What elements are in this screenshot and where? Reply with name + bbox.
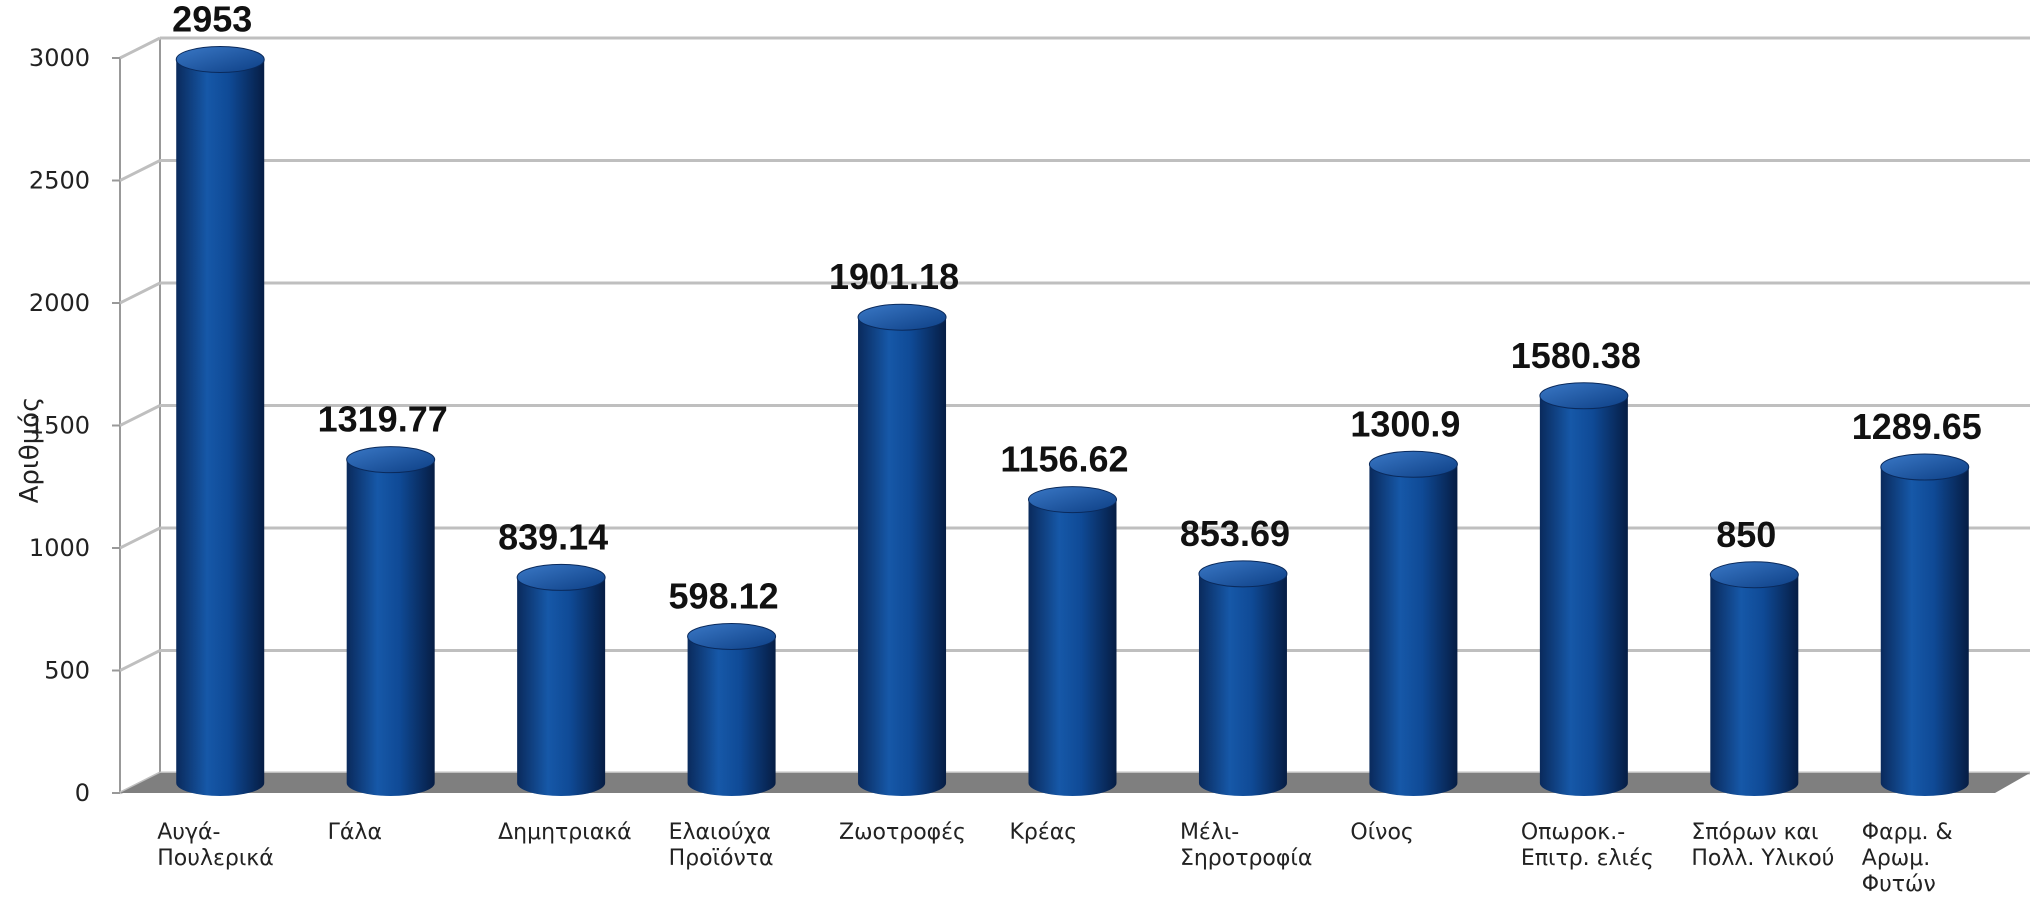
gridline-side [119, 159, 161, 182]
x-tick-label-line: Φαρμ. & [1862, 820, 1953, 845]
y-tick-label: 1000 [29, 534, 90, 562]
y-tick-label: 2500 [29, 167, 90, 195]
data-label: 839.14 [498, 516, 608, 557]
data-label: 2953 [172, 0, 252, 40]
x-tick-label-line: Ζωοτροφές [839, 820, 966, 845]
x-tick-label-line: Σηροτροφία [1180, 846, 1312, 871]
bar-cap [346, 446, 436, 474]
data-label: 1580.38 [1511, 335, 1641, 376]
bar [687, 622, 777, 796]
gridline-side [119, 404, 161, 427]
data-label: 1901.18 [829, 256, 959, 297]
x-tick-label-line: Σπόρων και [1691, 820, 1818, 845]
bar-cap [1539, 382, 1629, 410]
x-tick-label-line: Οίνος [1350, 820, 1413, 845]
x-tick-label: Γάλα [328, 820, 382, 845]
data-label: 1300.9 [1350, 403, 1460, 444]
bar [1198, 560, 1288, 796]
bar-body [1369, 464, 1458, 796]
bar [1028, 486, 1117, 796]
x-tick-label-line: Προϊόντα [669, 846, 774, 871]
bar-cap [1368, 450, 1458, 478]
data-label: 598.12 [669, 575, 779, 616]
data-label: 1319.77 [318, 399, 448, 440]
x-tick-label-line: Οπωροκ.- [1521, 820, 1625, 845]
x-tick-label-line: Επιτρ. ελιές [1521, 846, 1654, 871]
labels-layer: 2953 Αυγά-Πουλερικά 1319.77 Γάλα 839.14 Δημητ… [157, 0, 1982, 897]
x-tick-label-line: Αρωμ. [1862, 846, 1930, 871]
bar-cap [687, 622, 777, 650]
x-tick-label: Ζωοτροφές [839, 820, 966, 845]
x-tick-label-line: Πολλ. Υλικού [1691, 846, 1834, 871]
x-tick-label: Ελαιούχα Προϊόντα [669, 820, 774, 871]
data-label: 1289.65 [1852, 406, 1982, 447]
bar-cap [1880, 453, 1970, 481]
bar [516, 563, 606, 796]
gridline-side [119, 649, 161, 672]
x-tick-label: Σπόρων και Πολλ. Υλικού [1691, 820, 1834, 871]
x-tick-label-line: Δημητριακά [498, 820, 632, 845]
gridline-side [119, 281, 161, 305]
y-tick-label: 1500 [29, 412, 90, 440]
x-tick-label: Φαρμ. & Αρωμ. Φυτών [1862, 820, 1953, 897]
x-tick-label: Δημητριακά [498, 820, 632, 845]
x-tick-label-line: Πουλερικά [157, 846, 274, 871]
bar [175, 46, 265, 796]
bar [857, 303, 947, 796]
x-tick-label: Κρέας [1010, 820, 1078, 845]
bar-cap [1198, 560, 1288, 588]
data-label: 853.69 [1180, 513, 1290, 554]
bar [1368, 450, 1458, 796]
bar-body [1880, 467, 1969, 796]
bar-cap [1028, 486, 1117, 514]
bar-body [1710, 574, 1799, 796]
x-tick-label-line: Ελαιούχα [669, 820, 771, 845]
bar-body [346, 459, 435, 796]
bar-cap [1709, 561, 1799, 589]
x-tick-label: Οπωροκ.-Επιτρ. ελιές [1521, 820, 1654, 871]
bar-body [858, 317, 947, 796]
bar-body [687, 636, 776, 796]
x-tick-label-line: Φυτών [1862, 872, 1936, 897]
bar [346, 446, 436, 796]
bar-body [1539, 395, 1628, 796]
y-tick-label: 0 [75, 779, 90, 807]
bar-body [1028, 499, 1117, 796]
bar-body [1198, 573, 1287, 796]
data-label: 850 [1716, 514, 1776, 555]
bar-cap [857, 303, 947, 331]
bars-layer [175, 46, 1970, 796]
y-tick-label: 2000 [29, 289, 90, 317]
bar-cap [175, 46, 265, 74]
bar-cap [516, 563, 606, 591]
gridline-side [119, 526, 161, 550]
bar-body [176, 59, 265, 796]
x-tick-label: Οίνος [1350, 820, 1413, 845]
x-tick-label: Μέλι-Σηροτροφία [1180, 820, 1312, 871]
bar [1709, 561, 1799, 796]
x-tick-label: Αυγά-Πουλερικά [157, 820, 274, 871]
x-tick-label-line: Αυγά- [157, 820, 220, 845]
grid-layer: 0 500 1000 1500 2000 2500 3000 [29, 36, 2030, 807]
data-label: 1156.62 [1000, 439, 1128, 480]
bar [1539, 382, 1629, 796]
y-axis-title: Αριθμός [15, 397, 45, 504]
bar [1880, 453, 1970, 796]
y-tick-label: 500 [44, 657, 90, 685]
gridline-side [119, 36, 161, 60]
x-tick-label-line: Γάλα [328, 820, 382, 845]
bar-body [517, 577, 606, 796]
x-tick-label-line: Κρέας [1010, 820, 1078, 845]
y-tick-label: 3000 [29, 44, 90, 72]
x-tick-label-line: Μέλι- [1180, 820, 1239, 845]
